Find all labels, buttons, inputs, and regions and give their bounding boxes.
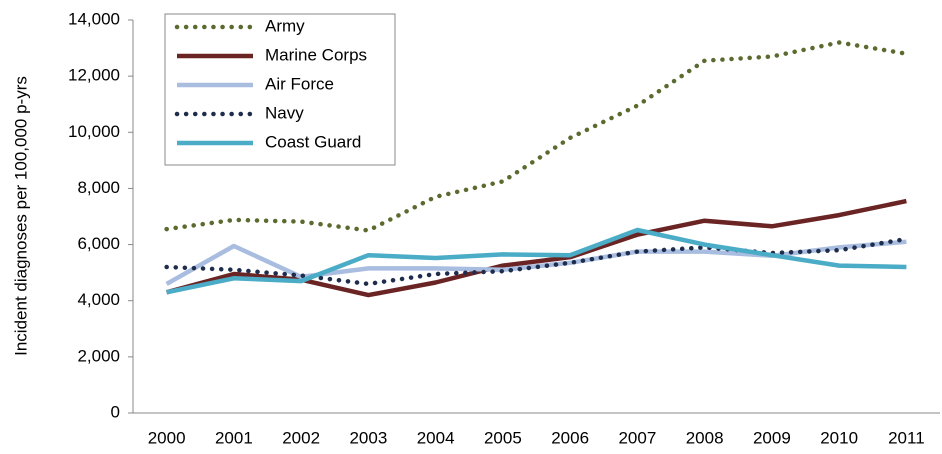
y-tick-label: 12,000 [68,66,120,85]
x-tick-label: 2011 [888,428,925,447]
x-tick-label: 2000 [148,428,186,447]
legend-box [164,13,396,166]
y-tick-label: 0 [111,402,120,421]
series-line [166,227,907,295]
y-tick-label: 6,000 [77,234,120,253]
x-tick-label: 2004 [417,428,455,447]
y-tick-label: 2,000 [77,346,120,365]
x-tick-label: 2010 [820,428,858,447]
series-line [164,236,909,287]
y-tick-label: 14,000 [68,9,120,28]
x-tick-label: 2001 [215,428,253,447]
x-tick-label: 2007 [618,428,656,447]
legend-label: Air Force [265,74,334,93]
x-tick-label: 2003 [349,428,387,447]
x-tick-label: 2009 [753,428,791,447]
x-tick-label: 2005 [484,428,522,447]
legend-label: Army [265,16,305,35]
y-axis-label: Incident diagnoses per 100,000 p-yrs [11,76,30,356]
y-tick-label: 4,000 [77,290,120,309]
legend-label: Marine Corps [265,45,367,64]
y-tick-label: 8,000 [77,178,120,197]
y-tick-label: 10,000 [68,122,120,141]
x-tick-label: 2006 [551,428,589,447]
legend-label: Navy [265,103,304,122]
legend-label: Coast Guard [265,132,361,151]
x-tick-label: 2008 [686,428,724,447]
x-tick-label: 2002 [282,428,320,447]
